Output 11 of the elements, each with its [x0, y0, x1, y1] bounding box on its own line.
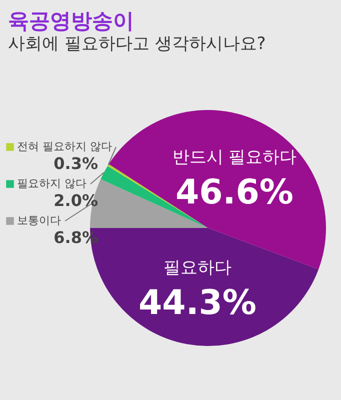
slice-label: 반드시 필요하다	[172, 147, 297, 168]
data-label: 46.6%	[175, 172, 294, 212]
chart-subtitle: 사회에 필요하다고 생각하시나요?	[8, 34, 266, 54]
chart-title: 육공영방송이	[8, 9, 134, 33]
data-label: 2.0%	[54, 191, 98, 210]
legend-label: 보통이다	[17, 214, 61, 227]
slice-label: 필요하다	[163, 258, 232, 278]
data-label: 44.3%	[138, 283, 256, 324]
legend-label: 필요하지 않다	[17, 177, 86, 190]
data-label: 0.3%	[54, 154, 98, 173]
legend-label: 전혀 필요하지 않다	[17, 140, 112, 153]
